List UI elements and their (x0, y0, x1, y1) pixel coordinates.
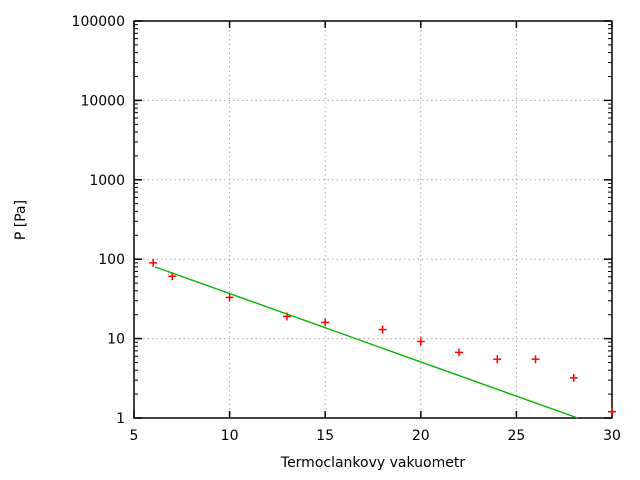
x-tick-label: 10 (221, 428, 239, 444)
y-tick-label: 100000 (72, 14, 125, 30)
x-tick-label: 25 (507, 428, 525, 444)
x-axis-title: Termoclankovy vakuometr (280, 455, 465, 471)
y-axis-title: P [Pa] (13, 200, 29, 240)
y-tick-label: 1000 (89, 173, 125, 189)
x-tick-label: 15 (316, 428, 334, 444)
fit-line (154, 266, 578, 419)
y-tick-label: 1 (116, 411, 125, 427)
y-tick-label: 100 (98, 252, 125, 268)
x-tick-label: 5 (130, 428, 139, 444)
x-tick-label: 20 (412, 428, 430, 444)
plot-border (133, 20, 613, 419)
y-tick-label: 10 (107, 332, 125, 348)
y-tick-label: 10000 (80, 93, 125, 109)
x-tick-label: 30 (603, 428, 621, 444)
